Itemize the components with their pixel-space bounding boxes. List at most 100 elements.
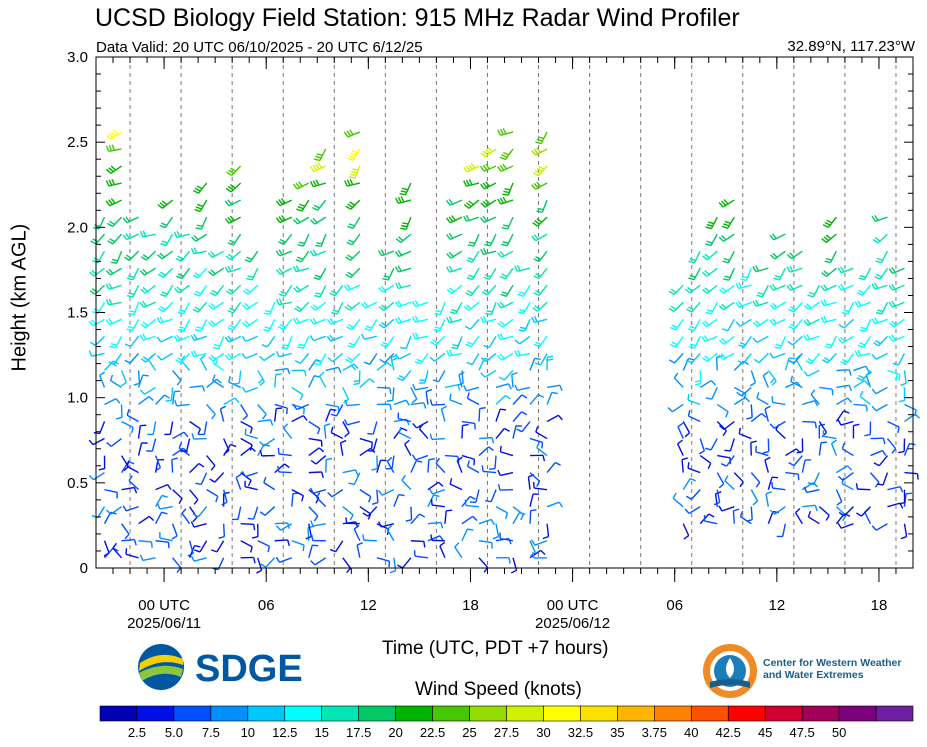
wind-barb-staff <box>521 421 531 433</box>
wind-barb-staff <box>875 523 888 531</box>
wind-barb-staff <box>540 353 548 366</box>
wind-barb-flag <box>278 293 285 297</box>
wind-barb-flag <box>480 216 485 223</box>
wind-barb-flag <box>481 291 488 296</box>
colorbar-label: 17.5 <box>346 725 371 740</box>
wind-barb-flag <box>348 342 355 346</box>
wind-barb-staff <box>382 284 395 293</box>
wind-barb-flag <box>558 501 564 508</box>
wind-barb-flag <box>310 219 316 225</box>
wind-barb-flag <box>429 356 436 362</box>
wind-barb-flag <box>448 232 454 239</box>
wind-barb-staff <box>500 451 514 457</box>
wind-barb-staff <box>427 481 439 491</box>
wind-barb-flag <box>148 515 155 522</box>
wind-barb-staff <box>359 489 372 498</box>
wind-barb-flag <box>446 509 453 512</box>
wind-barb-flag <box>532 552 535 559</box>
wind-barb-staff <box>410 387 418 400</box>
wind-barb-flag <box>449 478 453 485</box>
wind-barb-flag <box>315 292 322 296</box>
wind-barb-staff <box>314 557 327 566</box>
wind-barb-staff <box>376 489 379 503</box>
wind-barb-staff <box>232 233 242 246</box>
wind-barb-flag <box>765 491 772 495</box>
wind-barb-flag <box>176 567 182 573</box>
wind-barb-flag <box>499 333 504 340</box>
wind-barb-flag <box>859 274 866 278</box>
wind-barb-flag <box>881 450 887 456</box>
x-tick-date: 2025/06/12 <box>535 615 610 632</box>
wind-barb-flag <box>761 412 767 418</box>
wind-barb-staff <box>200 216 208 230</box>
wind-barb-flag <box>401 224 408 228</box>
wind-barb-flag <box>518 291 525 295</box>
wind-barb-flag <box>516 428 523 433</box>
wind-barb-flag <box>363 301 369 308</box>
wind-barb-flag <box>142 268 148 275</box>
wind-barb-staff <box>758 352 769 364</box>
wind-barb-flag <box>345 273 352 279</box>
wind-barb-flag <box>262 413 267 420</box>
wind-barb-staff <box>342 469 356 474</box>
wind-barb-staff <box>206 489 219 497</box>
wind-barb-flag <box>161 240 168 244</box>
wind-barb-flag <box>347 271 354 277</box>
wind-barb-flag <box>479 406 486 410</box>
wind-barb-flag <box>516 264 521 271</box>
wind-barb-flag <box>764 405 771 410</box>
wind-barb-flag <box>414 360 421 365</box>
wind-barb-flag <box>315 359 322 364</box>
wind-barb-flag <box>423 402 427 409</box>
wind-barb-flag <box>298 241 305 245</box>
wind-barb-flag <box>722 260 729 264</box>
wind-barb-flag <box>247 480 252 487</box>
wind-barb-flag <box>822 359 828 364</box>
wind-barb-flag <box>331 290 338 295</box>
wind-barb-flag <box>744 397 750 403</box>
x-tick-label: 06 <box>258 597 275 614</box>
wind-barb-flag <box>739 481 744 488</box>
wind-barb-flag <box>416 358 423 363</box>
colorbar-label: 2.5 <box>128 725 146 740</box>
wind-barb-staff <box>155 540 169 543</box>
wind-barb-flag <box>790 375 794 382</box>
wind-barb-staff <box>790 380 803 389</box>
wind-barb-flag <box>480 165 485 172</box>
wind-barb-staff <box>431 437 445 441</box>
wind-barb-staff <box>132 267 140 281</box>
wind-barb-flag <box>209 478 216 483</box>
wind-barb-flag <box>192 513 199 518</box>
wind-barb-flag <box>790 323 797 328</box>
wind-barb-flag <box>227 185 234 191</box>
wind-barb-flag <box>531 235 537 242</box>
wind-barb-staff <box>456 460 463 473</box>
wind-barb-staff <box>444 510 447 524</box>
wind-barb-staff <box>419 352 429 365</box>
y-tick-label: 1.5 <box>67 305 88 322</box>
wind-barb-staff <box>546 392 553 405</box>
wind-barb-staff <box>755 451 769 457</box>
wind-barb-flag <box>789 265 794 272</box>
wind-barb-flag <box>914 409 917 417</box>
wind-barb-staff <box>865 374 872 388</box>
wind-barb-flag <box>871 388 877 395</box>
wind-barb-flag <box>139 389 146 395</box>
wind-barb-flag <box>900 535 907 540</box>
wind-barb-flag <box>195 329 202 332</box>
wind-barb-flag <box>229 324 236 329</box>
wind-barb-flag <box>212 346 220 350</box>
wind-barb-staff <box>538 335 548 348</box>
wind-barb-flag <box>503 151 510 156</box>
colorbar-swatch <box>432 705 470 722</box>
wind-barb-flag <box>295 258 302 263</box>
wind-barb-flag <box>227 326 234 331</box>
wind-barb-flag <box>346 241 353 246</box>
wind-barb-staff <box>300 250 310 263</box>
wind-barb-flag <box>312 164 318 171</box>
wind-barb-staff <box>299 301 310 313</box>
wind-barb-staff <box>522 284 531 297</box>
wind-barb-flag <box>192 516 198 523</box>
wind-barb-staff <box>779 336 786 349</box>
wind-barb-staff <box>137 370 141 384</box>
